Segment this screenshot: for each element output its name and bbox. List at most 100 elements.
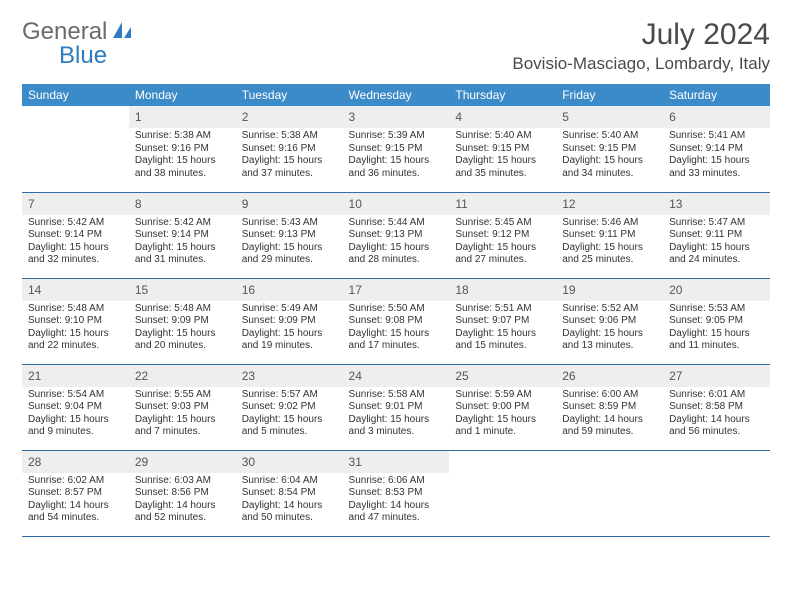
- title-block: July 2024 Bovisio-Masciago, Lombardy, It…: [512, 18, 770, 74]
- daynum-wrap: 1: [129, 106, 236, 128]
- day-sunrise: Sunrise: 5:47 AM: [669, 217, 764, 230]
- daynum-wrap: 15: [129, 279, 236, 301]
- day-number: 3: [349, 110, 356, 124]
- calendar-row: 28Sunrise: 6:02 AMSunset: 8:57 PMDayligh…: [22, 450, 770, 536]
- day-day2: and 34 minutes.: [562, 168, 657, 181]
- day-sunset: Sunset: 8:59 PM: [562, 401, 657, 414]
- day-day1: Daylight: 15 hours: [135, 328, 230, 341]
- day-cell: 30 Sunrise: 6:04 AMSunset: 8:54 PMDayligh…: [236, 450, 343, 536]
- daynum-wrap: 13: [663, 193, 770, 215]
- day-sunrise: Sunrise: 6:02 AM: [28, 475, 123, 488]
- day-day1: Daylight: 15 hours: [28, 414, 123, 427]
- day-cell: 20Sunrise: 5:53 AMSunset: 9:05 PMDayligh…: [663, 278, 770, 364]
- daynum-wrap: 14: [22, 279, 129, 301]
- daynum-wrap: 25: [449, 365, 556, 387]
- day-cell: 15Sunrise: 5:48 AMSunset: 9:09 PMDayligh…: [129, 278, 236, 364]
- day-cell: 22 Sunrise: 5:55 AMSunset: 9:03 PMDayligh…: [129, 364, 236, 450]
- daynum-wrap: 21: [22, 365, 129, 387]
- day-cell: 18Sunrise: 5:51 AMSunset: 9:07 PMDayligh…: [449, 278, 556, 364]
- day-day1: Daylight: 15 hours: [28, 328, 123, 341]
- day-sunset: Sunset: 9:16 PM: [242, 143, 337, 156]
- weekday-header: Saturday: [663, 84, 770, 106]
- day-sunset: Sunset: 9:14 PM: [135, 229, 230, 242]
- day-day2: and 47 minutes.: [349, 512, 444, 525]
- day-details: Sunrise: 5:38 AMSunset: 9:16 PMDaylight:…: [129, 128, 236, 184]
- logo: General Blue: [22, 18, 133, 46]
- day-number: 22: [135, 369, 148, 383]
- day-details: Sunrise: 5:57 AMSunset: 9:02 PMDaylight:…: [236, 387, 343, 443]
- day-day1: Daylight: 15 hours: [242, 414, 337, 427]
- day-number: 9: [242, 197, 249, 211]
- day-sunrise: Sunrise: 5:38 AM: [242, 130, 337, 143]
- day-details: Sunrise: 6:03 AMSunset: 8:56 PMDaylight:…: [129, 473, 236, 529]
- day-sunrise: Sunrise: 5:54 AM: [28, 389, 123, 402]
- day-sunset: Sunset: 9:11 PM: [562, 229, 657, 242]
- day-cell: 6Sunrise: 5:41 AMSunset: 9:14 PMDaylight…: [663, 106, 770, 192]
- day-day1: Daylight: 15 hours: [562, 242, 657, 255]
- day-number: 8: [135, 197, 142, 211]
- day-details: Sunrise: 5:42 AMSunset: 9:14 PMDaylight:…: [22, 215, 129, 271]
- day-sunset: Sunset: 9:15 PM: [455, 143, 550, 156]
- day-day1: Daylight: 15 hours: [349, 414, 444, 427]
- day-cell: 28Sunrise: 6:02 AMSunset: 8:57 PMDayligh…: [22, 450, 129, 536]
- day-cell: 17Sunrise: 5:50 AMSunset: 9:08 PMDayligh…: [343, 278, 450, 364]
- weekday-header: Sunday: [22, 84, 129, 106]
- day-sunrise: Sunrise: 5:39 AM: [349, 130, 444, 143]
- day-day2: and 17 minutes.: [349, 340, 444, 353]
- day-day2: and 35 minutes.: [455, 168, 550, 181]
- day-details: Sunrise: 5:55 AMSunset: 9:03 PMDaylight:…: [129, 387, 236, 443]
- day-sunset: Sunset: 9:14 PM: [669, 143, 764, 156]
- day-sunrise: Sunrise: 5:43 AM: [242, 217, 337, 230]
- day-sunrise: Sunrise: 5:53 AM: [669, 303, 764, 316]
- day-sunset: Sunset: 9:16 PM: [135, 143, 230, 156]
- day-day1: Daylight: 14 hours: [349, 500, 444, 513]
- location: Bovisio-Masciago, Lombardy, Italy: [512, 54, 770, 74]
- day-sunrise: Sunrise: 5:48 AM: [28, 303, 123, 316]
- day-details: Sunrise: 5:44 AMSunset: 9:13 PMDaylight:…: [343, 215, 450, 271]
- day-day2: and 25 minutes.: [562, 254, 657, 267]
- day-details: Sunrise: 5:50 AMSunset: 9:08 PMDaylight:…: [343, 301, 450, 357]
- day-number: 7: [28, 197, 35, 211]
- daynum-wrap: 28: [22, 451, 129, 473]
- daynum-wrap: 5: [556, 106, 663, 128]
- day-day2: and 3 minutes.: [349, 426, 444, 439]
- daynum-wrap: 7: [22, 193, 129, 215]
- day-details: Sunrise: 5:40 AMSunset: 9:15 PMDaylight:…: [449, 128, 556, 184]
- day-sunrise: Sunrise: 5:59 AM: [455, 389, 550, 402]
- day-details: Sunrise: 5:48 AMSunset: 9:09 PMDaylight:…: [129, 301, 236, 357]
- day-day1: Daylight: 15 hours: [28, 242, 123, 255]
- day-number: 30: [242, 455, 255, 469]
- daynum-wrap: 20: [663, 279, 770, 301]
- day-cell: 1Sunrise: 5:38 AMSunset: 9:16 PMDaylight…: [129, 106, 236, 192]
- day-sunset: Sunset: 9:08 PM: [349, 315, 444, 328]
- calendar-row: 14Sunrise: 5:48 AMSunset: 9:10 PMDayligh…: [22, 278, 770, 364]
- day-day2: and 20 minutes.: [135, 340, 230, 353]
- daynum-wrap: 23: [236, 365, 343, 387]
- day-details: Sunrise: 5:47 AMSunset: 9:11 PMDaylight:…: [663, 215, 770, 271]
- daynum-wrap: 30: [236, 451, 343, 473]
- daynum-wrap: 17: [343, 279, 450, 301]
- day-sunset: Sunset: 9:02 PM: [242, 401, 337, 414]
- day-details: Sunrise: 5:53 AMSunset: 9:05 PMDaylight:…: [663, 301, 770, 357]
- day-sunset: Sunset: 9:14 PM: [28, 229, 123, 242]
- empty-cell: [22, 106, 129, 192]
- day-day1: Daylight: 14 hours: [28, 500, 123, 513]
- day-details: Sunrise: 6:00 AMSunset: 8:59 PMDaylight:…: [556, 387, 663, 443]
- day-number: 16: [242, 283, 255, 297]
- day-sunset: Sunset: 9:13 PM: [242, 229, 337, 242]
- day-details: Sunrise: 5:39 AMSunset: 9:15 PMDaylight:…: [343, 128, 450, 184]
- day-day2: and 54 minutes.: [28, 512, 123, 525]
- daynum-wrap: 8: [129, 193, 236, 215]
- weekday-header: Tuesday: [236, 84, 343, 106]
- day-details: Sunrise: 5:58 AMSunset: 9:01 PMDaylight:…: [343, 387, 450, 443]
- day-number: 11: [455, 197, 467, 211]
- day-details: Sunrise: 6:04 AMSunset: 8:54 PMDaylight:…: [236, 473, 343, 529]
- day-day2: and 50 minutes.: [242, 512, 337, 525]
- day-day2: and 36 minutes.: [349, 168, 444, 181]
- daynum-wrap: 2: [236, 106, 343, 128]
- day-day1: Daylight: 15 hours: [455, 242, 550, 255]
- calendar-row: 7 Sunrise: 5:42 AMSunset: 9:14 PMDaylight…: [22, 192, 770, 278]
- day-number: 24: [349, 369, 362, 383]
- day-details: Sunrise: 5:41 AMSunset: 9:14 PMDaylight:…: [663, 128, 770, 184]
- empty-cell: [449, 450, 556, 536]
